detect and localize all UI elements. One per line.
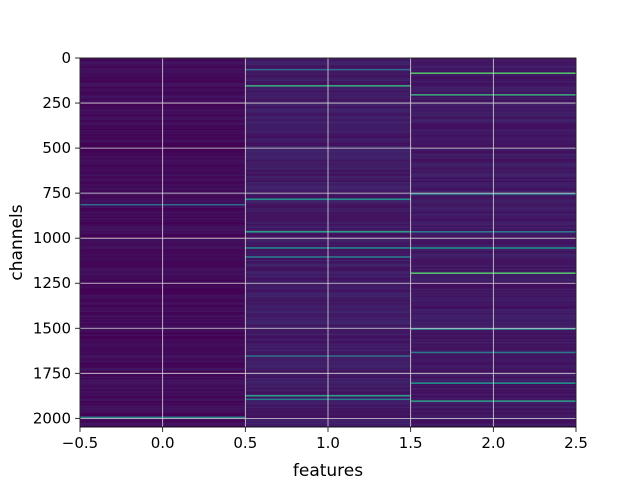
- x-tick-label: 1.5: [399, 434, 423, 452]
- y-tick-label: 1250: [33, 274, 71, 292]
- x-axis-ticks: −0.5 0.0 0.5 1.0 1.5 2.0 2.5: [62, 427, 588, 452]
- y-tick-label: 500: [42, 139, 71, 157]
- y-tick-label: 1000: [33, 229, 71, 247]
- y-tick-label: 1750: [33, 364, 71, 382]
- y-axis-ticks: 0 250 500 750 1000 1250 1500 1750 2000: [33, 49, 80, 427]
- y-tick-label: 0: [61, 49, 71, 67]
- y-tick-label: 250: [42, 94, 71, 112]
- x-axis-label: features: [293, 461, 363, 480]
- x-tick-label: 2.5: [564, 434, 588, 452]
- x-tick-label: 0.0: [151, 434, 175, 452]
- y-tick-label: 2000: [33, 409, 71, 427]
- x-tick-label: 2.0: [481, 434, 505, 452]
- y-axis-label: channels: [7, 204, 27, 280]
- x-tick-label: 0.5: [233, 434, 257, 452]
- y-tick-label: 750: [42, 184, 71, 202]
- x-tick-label: −0.5: [62, 434, 98, 452]
- y-tick-label: 1500: [33, 319, 71, 337]
- x-tick-label: 1.0: [316, 434, 340, 452]
